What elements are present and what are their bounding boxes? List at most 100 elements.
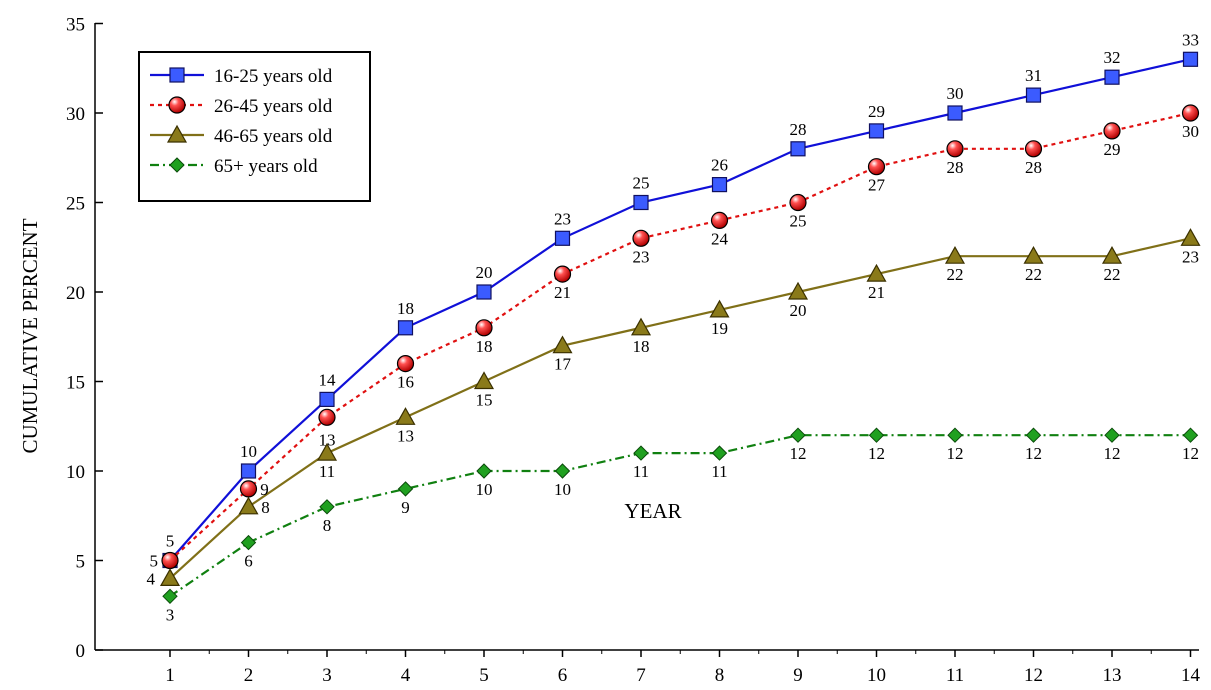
data-label: 10 [240,442,257,461]
data-label: 11 [711,462,727,481]
y-tick-label: 35 [66,15,85,36]
data-label: 5 [166,532,175,551]
data-label: 29 [868,102,885,121]
data-point [395,407,416,425]
data-label: 23 [633,247,650,266]
data-point [709,299,730,318]
x-tick-label: 4 [401,665,411,686]
legend-label: 65+ years old [214,156,318,177]
legend-marker [168,96,186,114]
data-point [947,427,963,443]
data-label: 8 [261,498,270,517]
data-point [710,211,729,229]
legend-item: 26-45 years old [150,96,333,117]
data-point [476,284,492,300]
y-tick-label: 25 [66,194,85,215]
data-point [1101,245,1123,264]
data-label: 12 [947,444,964,463]
data-point [711,177,728,193]
data-label: 20 [790,301,807,320]
data-point [790,141,806,157]
data-label: 21 [868,283,885,302]
x-tick-label: 7 [636,665,646,686]
data-label: 29 [1104,140,1121,159]
x-tick-label: 6 [558,665,568,686]
data-point [396,355,415,373]
data-label: 23 [1182,247,1199,266]
data-label: 22 [1025,265,1042,284]
x-tick-label: 11 [946,665,964,686]
data-point [711,445,728,461]
data-point [475,319,493,337]
data-point [159,568,181,587]
data-point [1182,51,1199,67]
data-label: 26 [711,156,728,175]
data-point [238,496,259,515]
data-label: 9 [260,480,269,499]
x-tick-label: 10 [867,665,886,686]
data-point [1024,140,1043,158]
legend-marker [169,157,185,173]
data-point [790,427,806,443]
x-tick-label: 3 [322,665,332,686]
y-ticks: 0 5 10 15 20 25 30 35 [66,15,103,662]
data-label: 10 [476,480,493,499]
data-label: 5 [150,552,159,571]
data-point [554,463,571,479]
x-tick-label: 5 [479,665,489,686]
data-point [944,245,966,264]
series-line [169,58,1191,562]
legend-item: 16-25 years old [150,66,333,87]
data-labels: 5 10 14 18 20 23 25 26 28 29 30 31 32 33 5 9 13 16 18 21 23 2… [147,30,1200,624]
legend-item: 65+ years old [150,156,318,177]
data-point [476,463,492,479]
data-label: 11 [319,462,335,481]
x-tick-label: 8 [715,665,725,686]
data-point [239,480,258,498]
data-point [1104,69,1120,85]
data-point [161,551,179,570]
axes [94,23,1199,651]
data-label: 10 [554,480,571,499]
x-tick-label: 2 [244,665,254,686]
data-label: 12 [790,444,807,463]
data-point [1180,228,1201,246]
data-label: 6 [244,552,253,571]
x-tick-label: 9 [793,665,803,686]
legend-item: 46-65 years old [150,124,333,147]
data-label: 12 [1182,444,1199,463]
y-tick-label: 0 [76,641,86,662]
x-tick-label: 12 [1024,665,1043,686]
data-label: 8 [323,516,332,535]
series-line [169,237,1191,580]
data-point [316,442,338,461]
data-label: 25 [633,174,650,193]
data-label: 18 [397,299,414,318]
legend-label: 46-65 years old [214,126,333,147]
x-tick-label: 13 [1103,665,1122,686]
data-label: 18 [633,337,650,356]
data-point [1104,427,1120,443]
data-point [787,281,809,300]
data-label: 33 [1182,30,1199,49]
series-4 [162,427,1199,605]
data-label: 20 [476,263,493,282]
x-axis-title: YEAR [624,499,681,523]
y-tick-label: 5 [76,552,86,573]
data-label: 30 [947,84,964,103]
data-label: 14 [319,370,337,389]
legend-marker [169,67,185,83]
legend: 16-25 years old 26-45 years old 46-65 year… [138,51,371,202]
data-label: 22 [947,265,964,284]
data-point [473,371,495,390]
legend-marker [166,124,188,143]
data-point [397,320,414,336]
data-label: 31 [1025,66,1042,85]
data-point [552,335,573,354]
data-label: 3 [166,605,175,624]
data-label: 9 [401,498,410,517]
data-point [1025,87,1042,103]
data-label: 12 [1104,444,1121,463]
data-point [554,230,571,246]
